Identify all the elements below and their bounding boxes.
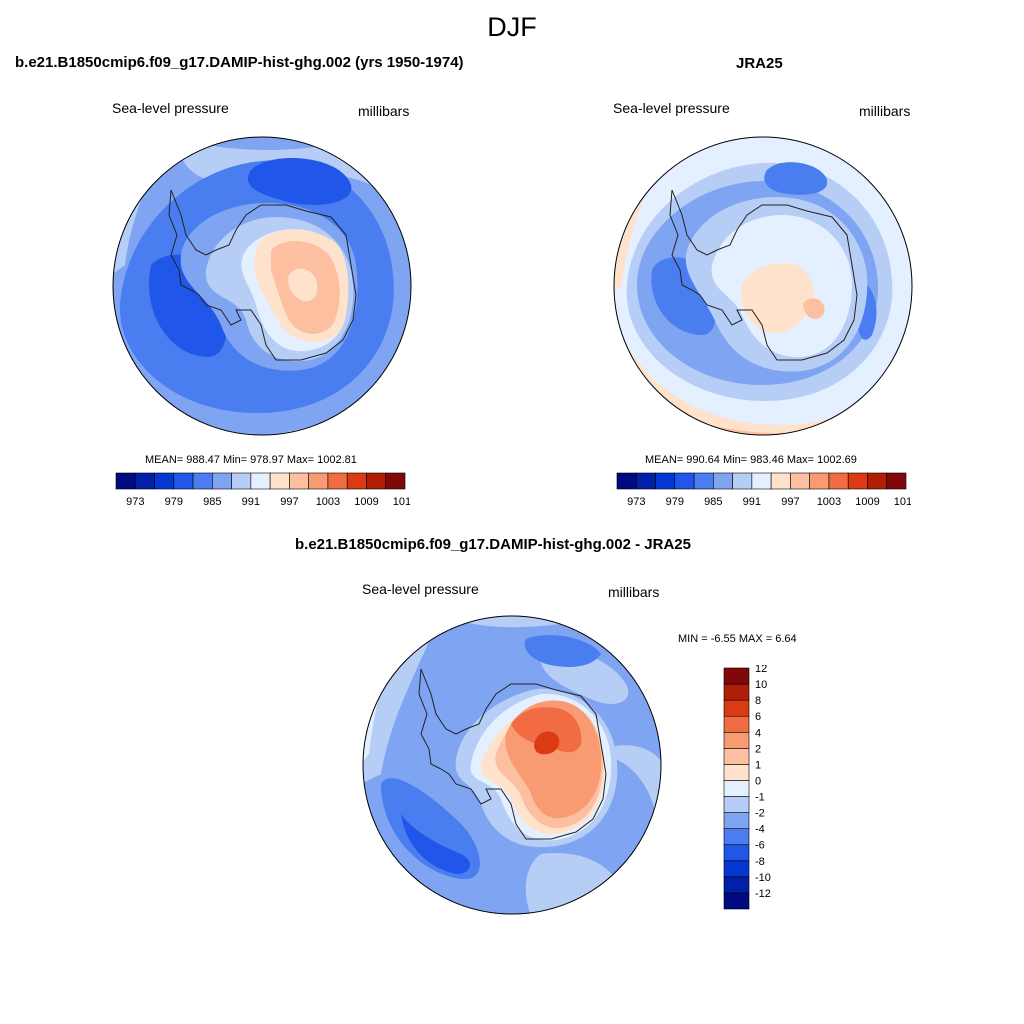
colorbar-swatch — [269, 472, 290, 490]
colorbar-tick-label: 985 — [203, 496, 221, 508]
colorbar-swatch — [385, 472, 406, 490]
model-colorbar: 973 979 985 991 997 1003 1009 1015 — [115, 472, 410, 508]
colorbar-tick-label: 1009 — [354, 496, 378, 508]
colorbar-tick-label: 8 — [755, 695, 761, 707]
colorbar-tick-label: 12 — [755, 665, 767, 675]
colorbar-swatch — [732, 472, 753, 490]
colorbar-swatch — [154, 472, 175, 490]
colorbar-swatch — [616, 472, 637, 490]
colorbar-swatch — [212, 472, 232, 490]
diff-units-label: millibars — [608, 584, 660, 600]
colorbar-swatch — [173, 472, 194, 490]
colorbar-swatch — [250, 472, 271, 490]
colorbar-swatch — [723, 780, 750, 797]
diff-polar-map — [362, 615, 662, 915]
colorbar-swatch — [723, 683, 750, 701]
colorbar-swatch — [790, 472, 810, 490]
colorbar-swatch — [751, 472, 772, 490]
obs-polar-map — [613, 136, 913, 436]
colorbar-tick-label: 1009 — [855, 496, 879, 508]
colorbar-swatch — [289, 472, 309, 490]
colorbar-swatch — [847, 472, 868, 490]
colorbar-tick-label: 4 — [755, 727, 761, 739]
colorbar-tick-label: -8 — [755, 856, 765, 868]
obs-panel-title: JRA25 — [736, 55, 783, 72]
colorbar-swatch — [231, 472, 252, 490]
colorbar-swatch — [828, 472, 849, 490]
colorbar-tick-label: -1 — [755, 792, 765, 804]
colorbar-swatch — [192, 472, 213, 490]
colorbar-swatch — [655, 472, 676, 490]
colorbar-tick-label: 985 — [704, 496, 722, 508]
colorbar-tick-label: 997 — [781, 496, 799, 508]
obs-units-label: millibars — [859, 103, 911, 119]
colorbar-tick-label: 1003 — [316, 496, 340, 508]
colorbar-swatch — [327, 472, 348, 490]
colorbar-swatch — [723, 892, 750, 910]
diff-variable-label: Sea-level pressure — [362, 581, 479, 597]
colorbar-swatch — [723, 828, 750, 846]
colorbar-swatch — [867, 472, 888, 490]
season-title: DJF — [487, 12, 537, 42]
model-units-label: millibars — [358, 103, 410, 119]
colorbar-tick-label: -6 — [755, 840, 765, 852]
colorbar-tick-label: 991 — [242, 496, 260, 508]
colorbar-tick-label: 1003 — [817, 496, 841, 508]
colorbar-swatch — [713, 472, 733, 490]
colorbar-swatch — [723, 731, 750, 749]
colorbar-swatch — [723, 876, 750, 894]
colorbar-tick-label: 997 — [280, 496, 298, 508]
model-panel-title: b.e21.B1850cmip6.f09_g17.DAMIP-hist-ghg.… — [15, 54, 464, 71]
colorbar-swatch — [723, 667, 750, 685]
colorbar-tick-label: 979 — [165, 496, 183, 508]
colorbar-tick-label: -12 — [755, 888, 771, 900]
colorbar-swatch — [723, 860, 750, 878]
colorbar-swatch — [115, 472, 136, 490]
colorbar-swatch — [723, 699, 750, 717]
diff-minmax-stats: MIN = -6.55 MAX = 6.64 — [678, 633, 797, 645]
colorbar-swatch — [308, 472, 329, 490]
colorbar-swatch — [886, 472, 907, 490]
obs-colorbar: 973 979 985 991 997 1003 1009 1015 — [616, 472, 911, 508]
colorbar-swatch — [346, 472, 367, 490]
colorbar-tick-label: 973 — [627, 496, 645, 508]
colorbar-tick-label: 1015 — [393, 496, 410, 508]
colorbar-swatch — [723, 844, 750, 862]
colorbar-swatch — [770, 472, 791, 490]
colorbar-swatch — [134, 472, 155, 490]
colorbar-swatch — [723, 715, 750, 733]
colorbar-swatch — [693, 472, 714, 490]
obs-stats: MEAN= 990.64 Min= 983.46 Max= 1002.69 — [645, 454, 857, 466]
obs-variable-label: Sea-level pressure — [613, 100, 730, 116]
colorbar-swatch — [723, 812, 750, 829]
colorbar-tick-label: -4 — [755, 824, 765, 836]
diff-panel-title: b.e21.B1850cmip6.f09_g17.DAMIP-hist-ghg.… — [295, 536, 691, 553]
colorbar-tick-label: -10 — [755, 872, 771, 884]
colorbar-swatch — [723, 748, 750, 765]
colorbar-swatch — [674, 472, 695, 490]
colorbar-swatch — [809, 472, 830, 490]
colorbar-tick-label: 2 — [755, 743, 761, 755]
model-polar-map — [112, 136, 412, 436]
colorbar-tick-label: 979 — [666, 496, 684, 508]
colorbar-swatch — [723, 796, 750, 813]
colorbar-tick-label: 1015 — [894, 496, 911, 508]
colorbar-tick-label: -2 — [755, 808, 765, 820]
model-stats: MEAN= 988.47 Min= 978.97 Max= 1002.81 — [145, 454, 357, 466]
colorbar-swatch — [723, 764, 750, 781]
colorbar-swatch — [635, 472, 656, 490]
colorbar-swatch — [366, 472, 387, 490]
model-variable-label: Sea-level pressure — [112, 100, 229, 116]
colorbar-tick-label: 1 — [755, 759, 761, 771]
colorbar-tick-label: 6 — [755, 711, 761, 723]
colorbar-tick-label: 973 — [126, 496, 144, 508]
colorbar-tick-label: 0 — [755, 775, 761, 787]
colorbar-tick-label: 10 — [755, 679, 767, 691]
colorbar-tick-label: 991 — [743, 496, 761, 508]
